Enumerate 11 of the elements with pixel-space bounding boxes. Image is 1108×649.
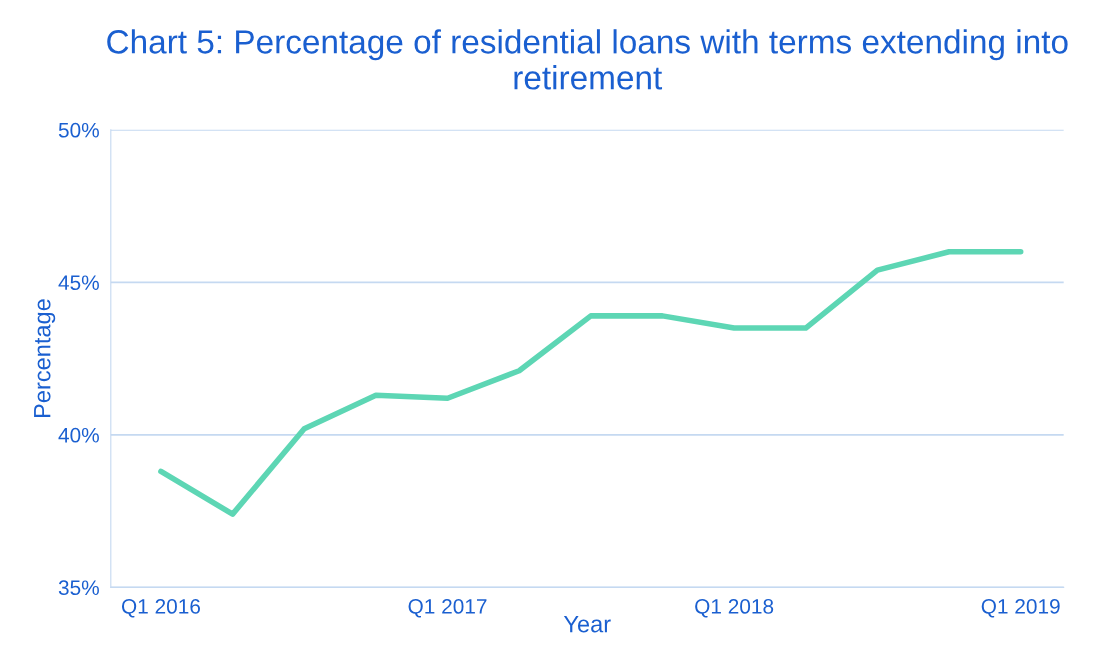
y-tick-label: 45% [58,275,99,291]
x-tick-label: Q1 2019 [981,599,1060,618]
x-tick-label: Q1 2017 [408,599,487,618]
x-tick-label: Q1 2018 [695,599,774,618]
y-tick-label: 50% [58,122,99,138]
y-tick-label: 35% [58,580,99,596]
chart-title: Chart 5: Percentage of residential loans with terms extending into retirement [107,29,1068,90]
x-axis-title: Year [563,615,611,633]
y-axis-title: Percentage [34,299,56,418]
x-tick-label: Q1 2016 [121,599,200,618]
y-tick-label: 40% [58,427,99,443]
